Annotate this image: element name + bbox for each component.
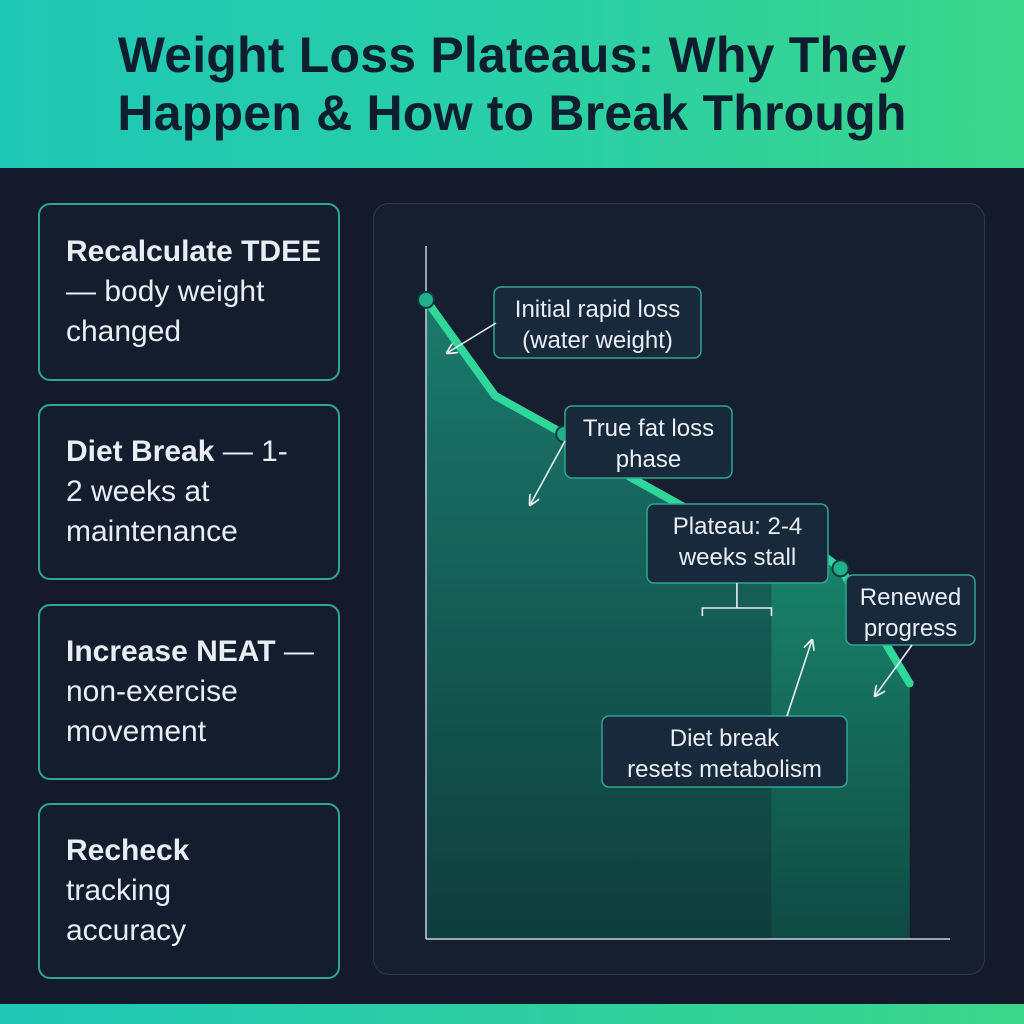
annotation-arrow-3 — [875, 644, 913, 696]
data-point-0 — [417, 290, 435, 309]
annotation-label-2-1: weeks stall — [678, 544, 796, 571]
annotation-label-4-1: resets metabolism — [627, 756, 822, 783]
annotation-arrow-4 — [786, 640, 812, 717]
annotation-label-3-1: progress — [864, 615, 957, 642]
title-line-2: Happen & How to Break Through — [117, 85, 907, 141]
tip-text: Recheck tracking accuracy — [66, 831, 236, 951]
annotation-arrow-1 — [530, 440, 566, 505]
header-banner: Weight Loss Plateaus: Why They Happen & … — [0, 0, 1024, 168]
tip-rest: tracking accuracy — [66, 874, 187, 947]
tip-card-recheck-tracking: Recheck tracking accuracy — [38, 803, 340, 979]
tip-card-increase-neat: Increase NEAT — non-exercise movement — [38, 604, 340, 780]
annotation-label-1-0: True fat loss — [583, 415, 714, 442]
tip-text: Recalculate TDEE — body weight changed — [66, 232, 326, 352]
series-line — [422, 295, 914, 688]
tip-rest: — body weight changed — [66, 275, 265, 348]
annotation-label-2-0: Plateau: 2-4 — [673, 513, 802, 540]
tip-rest: — 1-2 weeks at maintenance — [66, 435, 288, 548]
data-point-6 — [831, 559, 850, 578]
annotation-label-3-0: Renewed — [860, 584, 961, 611]
tip-text: Diet Break — 1-2 weeks at maintenance — [66, 432, 296, 552]
tip-bold: Increase NEAT — [66, 635, 276, 668]
annotation-box-3 — [845, 574, 976, 646]
tip-bold: Recalculate TDEE — [66, 235, 322, 268]
annotation-box-0 — [493, 286, 702, 359]
annotation-label-4-0: Diet break — [670, 725, 780, 752]
annotation-label-0-1: (water weight) — [522, 327, 673, 354]
tip-card-recalculate-tdee: Recalculate TDEE — body weight changed — [38, 203, 340, 381]
tip-card-diet-break: Diet Break — 1-2 weeks at maintenance — [38, 404, 340, 580]
tip-bold: Recheck — [66, 834, 190, 867]
annotation-box-4 — [601, 715, 848, 788]
annotation-arrow-0 — [447, 322, 497, 353]
tip-bold: Diet Break — [66, 435, 215, 468]
tip-rest: — non-exercise movement — [66, 635, 314, 748]
title-line-1: Weight Loss Plateaus: Why They — [117, 27, 907, 83]
tip-text: Increase NEAT — non-exercise movement — [66, 632, 316, 752]
annotation-label-0-0: Initial rapid loss — [515, 296, 680, 323]
annotation-label-1-1: phase — [616, 446, 681, 473]
bottom-accent-bar — [0, 1004, 1024, 1024]
